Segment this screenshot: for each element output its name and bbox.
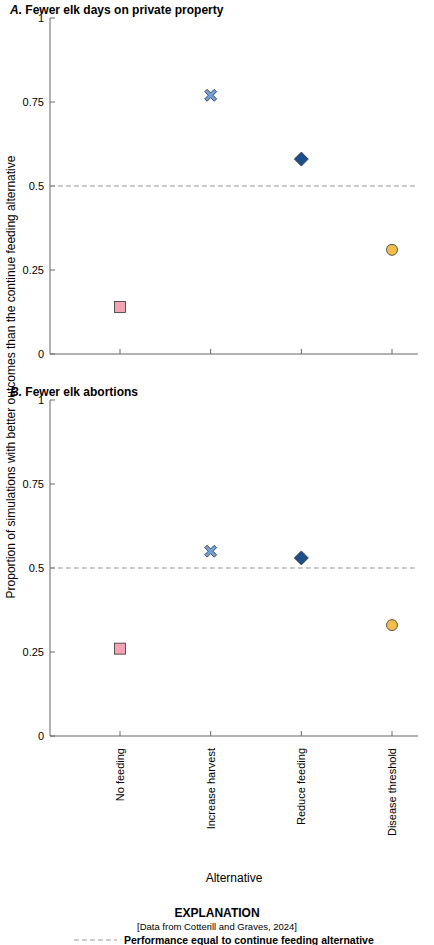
marker [205, 545, 217, 557]
marker [115, 643, 126, 654]
y-tick-label: 0.5 [29, 562, 44, 574]
y-tick [50, 18, 55, 19]
x-tick [120, 731, 121, 736]
legend-label: Performance equal to continue feeding al… [124, 934, 374, 945]
marks [115, 545, 398, 654]
y-tick-label: 0.75 [23, 96, 44, 108]
x-tick [301, 349, 302, 354]
x-tick [301, 731, 302, 736]
marker [294, 551, 308, 565]
marks [115, 89, 398, 312]
y-tick [50, 270, 55, 271]
explanation-title: EXPLANATION [174, 906, 259, 920]
reference-line [50, 568, 418, 569]
y-tick [50, 652, 55, 653]
legend-line [74, 940, 117, 941]
x-axis [50, 736, 418, 737]
x-axis [50, 354, 418, 355]
panel-title-text: Fewer elk days on private property [22, 3, 224, 17]
x-tick [392, 349, 393, 354]
y-axis-label: Proportion of simulations with better ou… [4, 155, 18, 598]
x-tick [120, 349, 121, 354]
panel: B. Fewer elk abortions 0 0.25 0.5 0.75 1 No fe… [10, 385, 418, 836]
reference-line [50, 186, 418, 187]
y-tick [50, 400, 55, 401]
marker [387, 244, 398, 255]
x-tick-label: Increase harvest [205, 748, 217, 829]
x-tick [392, 731, 393, 736]
figure: A. Fewer elk days on private property 0 0.… [0, 0, 434, 945]
x-tick-label: No feeding [114, 748, 126, 801]
explanation-source: [Data from Cotterill and Graves, 2024] [137, 921, 297, 932]
marker [205, 89, 217, 101]
x-tick-label: Disease threshold [386, 748, 398, 836]
panel: A. Fewer elk days on private property 0 0.… [9, 3, 418, 360]
y-tick-label: 0 [38, 730, 44, 742]
y-tick-label: 0.5 [29, 180, 44, 192]
y-tick-label: 1 [38, 394, 44, 406]
y-tick-label: 1 [38, 12, 44, 24]
y-tick-label: 0 [38, 348, 44, 360]
x-tick [210, 731, 211, 736]
panel-title: B. Fewer elk abortions [10, 385, 138, 399]
y-tick [50, 484, 55, 485]
y-tick-label: 0.25 [23, 646, 44, 658]
marker [294, 152, 308, 166]
y-tick [50, 736, 55, 737]
y-tick-label: 0.75 [23, 478, 44, 490]
y-tick [50, 354, 55, 355]
marker [115, 301, 126, 312]
y-tick-label: 0.25 [23, 264, 44, 276]
panel-letter: A. [9, 3, 22, 17]
y-tick [50, 102, 55, 103]
x-tick [210, 349, 211, 354]
x-axis-label: Alternative [206, 871, 263, 885]
x-tick-label: Reduce feeding [295, 748, 307, 825]
marker [387, 620, 398, 631]
